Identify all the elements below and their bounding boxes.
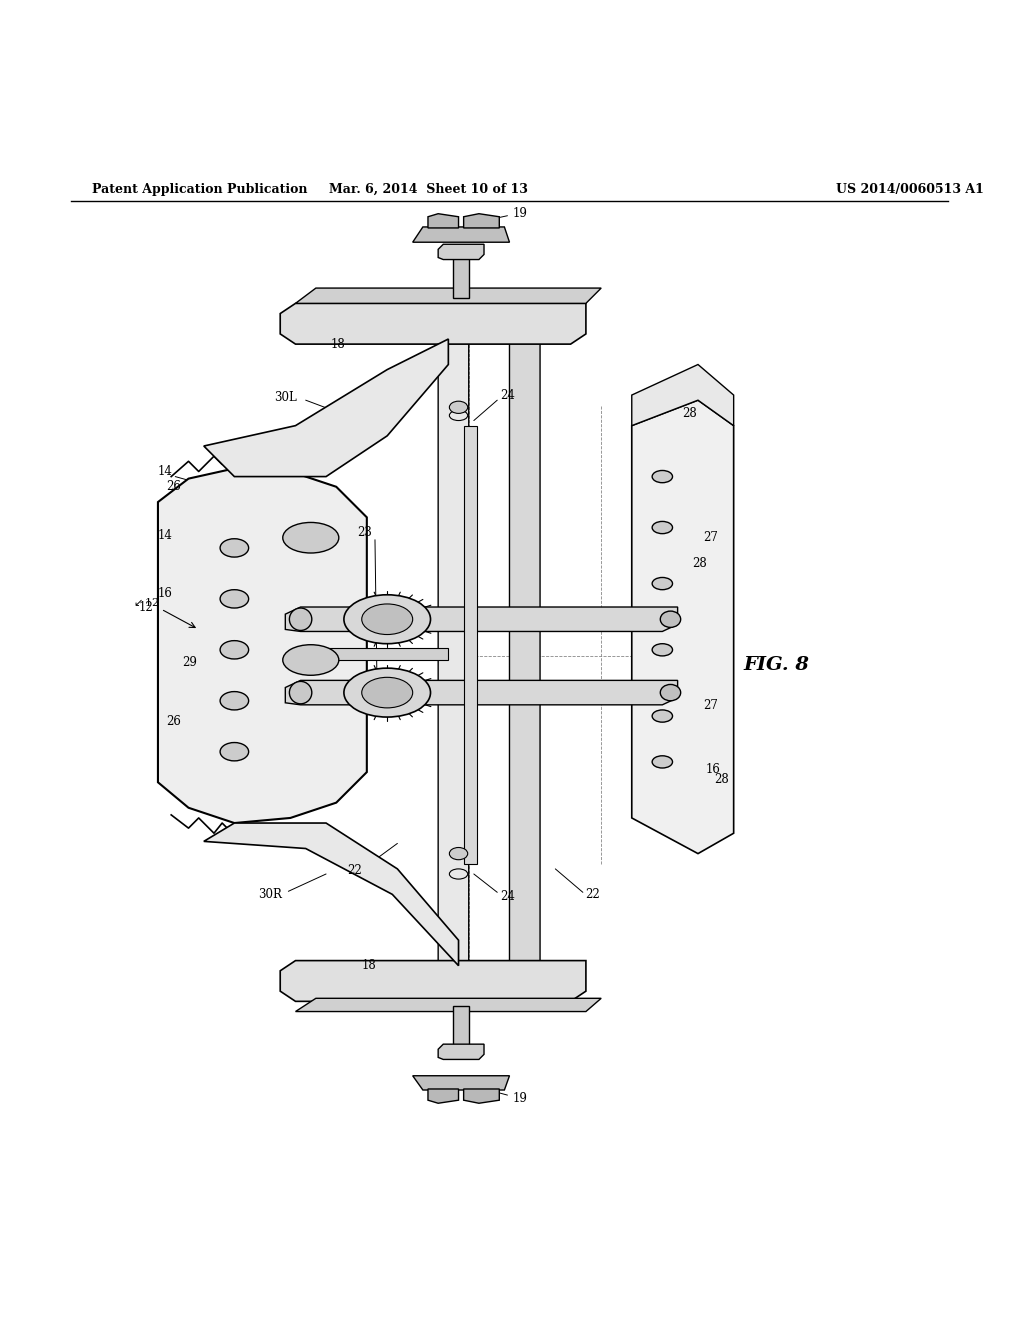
Polygon shape <box>438 329 469 966</box>
Ellipse shape <box>652 470 673 483</box>
Text: 14: 14 <box>158 529 172 543</box>
Ellipse shape <box>344 668 430 717</box>
Text: 27: 27 <box>702 531 718 544</box>
Polygon shape <box>204 339 449 477</box>
Polygon shape <box>413 1076 510 1090</box>
Polygon shape <box>464 214 500 228</box>
Polygon shape <box>413 227 510 243</box>
Ellipse shape <box>220 590 249 609</box>
Text: Patent Application Publication: Patent Application Publication <box>92 182 307 195</box>
Text: 30R: 30R <box>258 888 282 900</box>
Polygon shape <box>428 1089 459 1104</box>
Polygon shape <box>286 680 678 705</box>
Text: 22: 22 <box>586 888 600 900</box>
Ellipse shape <box>450 847 468 859</box>
Polygon shape <box>464 1089 500 1104</box>
Text: 12: 12 <box>138 601 154 614</box>
Text: $\swarrow$12: $\swarrow$12 <box>131 595 160 609</box>
Ellipse shape <box>652 644 673 656</box>
Text: 18: 18 <box>361 960 376 973</box>
Ellipse shape <box>283 523 339 553</box>
Text: 16: 16 <box>158 587 172 601</box>
Text: 24: 24 <box>500 388 515 401</box>
Text: 14: 14 <box>158 465 172 478</box>
Text: 18: 18 <box>331 338 346 351</box>
Ellipse shape <box>290 681 311 704</box>
Ellipse shape <box>652 521 673 533</box>
Ellipse shape <box>361 677 413 708</box>
Text: 16: 16 <box>706 763 721 776</box>
Ellipse shape <box>344 595 430 644</box>
Polygon shape <box>296 998 601 1011</box>
Polygon shape <box>464 425 477 863</box>
Text: 28: 28 <box>692 557 708 570</box>
Ellipse shape <box>290 609 311 631</box>
Polygon shape <box>281 304 586 345</box>
Text: FIG. 8: FIG. 8 <box>743 656 810 675</box>
Ellipse shape <box>660 685 681 701</box>
Polygon shape <box>454 257 469 298</box>
Ellipse shape <box>660 611 681 627</box>
Polygon shape <box>286 607 678 631</box>
Polygon shape <box>438 244 484 260</box>
Text: 29: 29 <box>182 656 197 668</box>
Polygon shape <box>632 400 733 854</box>
Ellipse shape <box>220 692 249 710</box>
Text: 22: 22 <box>347 865 361 878</box>
Polygon shape <box>281 961 586 1002</box>
Text: 19: 19 <box>512 207 527 220</box>
Ellipse shape <box>220 743 249 760</box>
Polygon shape <box>158 469 367 824</box>
Text: 19: 19 <box>512 1092 527 1105</box>
Text: Mar. 6, 2014  Sheet 10 of 13: Mar. 6, 2014 Sheet 10 of 13 <box>329 182 527 195</box>
Polygon shape <box>204 824 459 966</box>
Ellipse shape <box>361 605 413 635</box>
Ellipse shape <box>652 756 673 768</box>
Ellipse shape <box>283 644 339 676</box>
Ellipse shape <box>652 710 673 722</box>
Text: 28: 28 <box>714 772 729 785</box>
Text: 26: 26 <box>166 714 180 727</box>
Polygon shape <box>510 329 540 966</box>
Text: 26: 26 <box>166 480 180 494</box>
Text: 24: 24 <box>500 890 515 903</box>
Text: US 2014/0060513 A1: US 2014/0060513 A1 <box>836 182 983 195</box>
Ellipse shape <box>220 539 249 557</box>
Ellipse shape <box>450 401 468 413</box>
Text: 27: 27 <box>702 700 718 713</box>
Polygon shape <box>315 648 449 660</box>
Polygon shape <box>438 1044 484 1060</box>
Ellipse shape <box>652 577 673 590</box>
Polygon shape <box>454 1006 469 1047</box>
Text: 30L: 30L <box>274 391 297 404</box>
Polygon shape <box>428 214 459 228</box>
Polygon shape <box>296 288 601 304</box>
Ellipse shape <box>220 640 249 659</box>
Text: 23: 23 <box>357 527 373 539</box>
Polygon shape <box>632 364 733 425</box>
Text: 28: 28 <box>682 407 697 420</box>
